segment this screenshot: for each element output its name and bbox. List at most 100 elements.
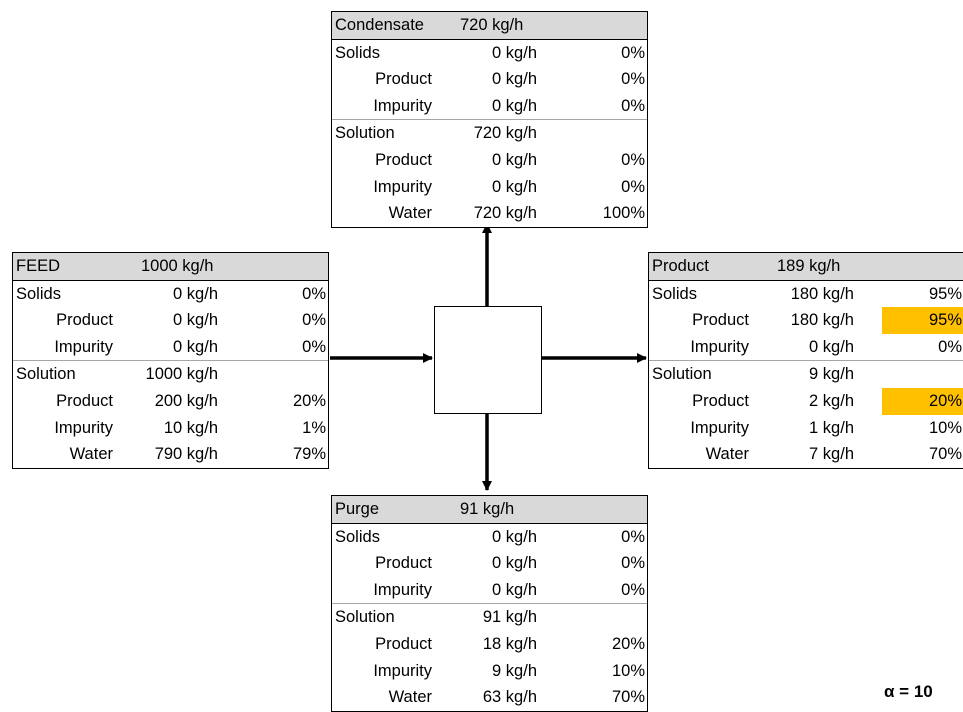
row-percent: 0%: [302, 311, 326, 330]
row-percent: 0%: [621, 70, 645, 89]
row-label: Impurity: [373, 661, 432, 680]
row-percent: 0%: [621, 96, 645, 115]
row-flow: 0 kg/h: [809, 337, 854, 356]
process-unit-box: [434, 306, 542, 414]
stream-row: Water 720 kg/h 100%: [332, 200, 647, 227]
row-label: Product: [375, 70, 432, 89]
stream-row: Solution 9 kg/h: [649, 360, 963, 388]
row-flow: 0 kg/h: [492, 554, 537, 573]
stream-row: Impurity 1 kg/h 10%: [649, 415, 963, 442]
stream-row: Product 18 kg/h 20%: [332, 631, 647, 658]
row-label: Product: [56, 391, 113, 410]
row-flow: 0 kg/h: [492, 150, 537, 169]
stream-header: Purge 91 kg/h: [332, 496, 647, 524]
row-label: Impurity: [373, 96, 432, 115]
stream-row: Impurity 9 kg/h 10%: [332, 658, 647, 685]
stream-row: Product 200 kg/h 20%: [13, 388, 328, 415]
row-percent: 0%: [302, 284, 326, 303]
stream-name: Condensate: [335, 16, 424, 34]
row-percent: 95%: [928, 284, 962, 303]
stream-header: FEED 1000 kg/h: [13, 253, 328, 281]
stream-row: Solids 180 kg/h 95%: [649, 281, 963, 308]
row-flow: 1000 kg/h: [145, 365, 218, 384]
row-percent-highlighted: 20%: [882, 387, 963, 415]
row-label: Solution: [652, 365, 712, 384]
row-flow: 180 kg/h: [790, 284, 854, 303]
row-percent: 0%: [621, 150, 645, 169]
stream-row: Water 790 kg/h 79%: [13, 441, 328, 468]
stream-total-flow: 720 kg/h: [460, 16, 524, 34]
row-percent: 70%: [611, 688, 645, 707]
stream-row: Solids 0 kg/h 0%: [13, 281, 328, 308]
row-flow: 790 kg/h: [154, 445, 218, 464]
row-label: Water: [388, 204, 432, 223]
row-percent: 0%: [302, 337, 326, 356]
row-percent: 70%: [928, 445, 962, 464]
stream-total-flow: 189 kg/h: [777, 257, 841, 275]
stream-row: Product 0 kg/h 0%: [332, 147, 647, 174]
row-label: Impurity: [54, 337, 113, 356]
stream-row: Impurity 10 kg/h 1%: [13, 415, 328, 442]
row-flow: 200 kg/h: [154, 391, 218, 410]
stream-row: Impurity 0 kg/h 0%: [332, 174, 647, 201]
row-percent: 0%: [621, 580, 645, 599]
row-flow: 0 kg/h: [492, 580, 537, 599]
row-label: Product: [56, 311, 113, 330]
row-percent: 10%: [611, 661, 645, 680]
row-flow: 0 kg/h: [492, 43, 537, 62]
stream-row: Impurity 0 kg/h 0%: [649, 334, 963, 361]
row-percent: 0%: [621, 43, 645, 62]
row-label: Impurity: [54, 418, 113, 437]
row-flow: 0 kg/h: [492, 70, 537, 89]
stream-row: Product 0 kg/h 0%: [332, 550, 647, 577]
row-label: Impurity: [690, 418, 749, 437]
stream-row: Solution 1000 kg/h: [13, 360, 328, 388]
row-percent: 20%: [292, 391, 326, 410]
row-label: Solution: [335, 608, 395, 627]
row-percent: 0%: [938, 337, 962, 356]
row-flow: 0 kg/h: [492, 96, 537, 115]
stream-row: Product 2 kg/h 20%: [649, 387, 963, 415]
row-percent: 20%: [611, 634, 645, 653]
stream-row: Impurity 0 kg/h 0%: [332, 93, 647, 120]
row-label: Product: [692, 391, 749, 410]
row-label: Product: [375, 150, 432, 169]
row-flow: 18 kg/h: [482, 634, 537, 653]
purge-stream-table: Purge 91 kg/h Solids 0 kg/h 0% Product 0 kg/h 0…: [331, 495, 648, 712]
row-flow: 1 kg/h: [809, 418, 854, 437]
row-percent: 0%: [621, 554, 645, 573]
stream-name: Product: [652, 257, 709, 275]
stream-row: Impurity 0 kg/h 0%: [332, 577, 647, 604]
row-label: Impurity: [373, 580, 432, 599]
row-label: Impurity: [373, 177, 432, 196]
row-label: Solids: [652, 284, 697, 303]
row-flow: 9 kg/h: [492, 661, 537, 680]
row-label: Solids: [16, 284, 61, 303]
stream-row: Solids 0 kg/h 0%: [332, 40, 647, 67]
row-label: Water: [69, 445, 113, 464]
row-flow: 63 kg/h: [482, 688, 537, 707]
row-flow: 9 kg/h: [809, 365, 854, 384]
stream-header: Condensate 720 kg/h: [332, 12, 647, 40]
row-flow: 180 kg/h: [790, 311, 854, 330]
stream-row: Water 7 kg/h 70%: [649, 441, 963, 468]
row-percent: [246, 361, 328, 388]
row-label: Water: [388, 688, 432, 707]
row-flow: 720 kg/h: [473, 124, 537, 143]
row-label: Water: [705, 445, 749, 464]
stream-header: Product 189 kg/h: [649, 253, 963, 281]
row-percent: 0%: [621, 177, 645, 196]
row-label: Product: [375, 634, 432, 653]
row-flow: 0 kg/h: [173, 284, 218, 303]
stream-row: Product 180 kg/h 95%: [649, 307, 963, 334]
row-label: Impurity: [690, 337, 749, 356]
row-label: Product: [692, 311, 749, 330]
row-percent: 100%: [602, 204, 645, 223]
stream-row: Product 0 kg/h 0%: [332, 66, 647, 93]
row-percent: 0%: [621, 527, 645, 546]
stream-name: Purge: [335, 500, 380, 518]
row-flow: 0 kg/h: [173, 311, 218, 330]
row-flow: 10 kg/h: [163, 418, 218, 437]
row-percent: 1%: [302, 418, 326, 437]
